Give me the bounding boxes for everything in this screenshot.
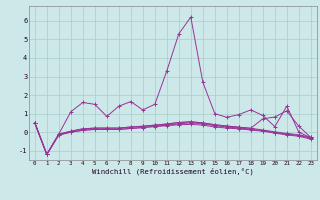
X-axis label: Windchill (Refroidissement éolien,°C): Windchill (Refroidissement éolien,°C) — [92, 168, 254, 175]
